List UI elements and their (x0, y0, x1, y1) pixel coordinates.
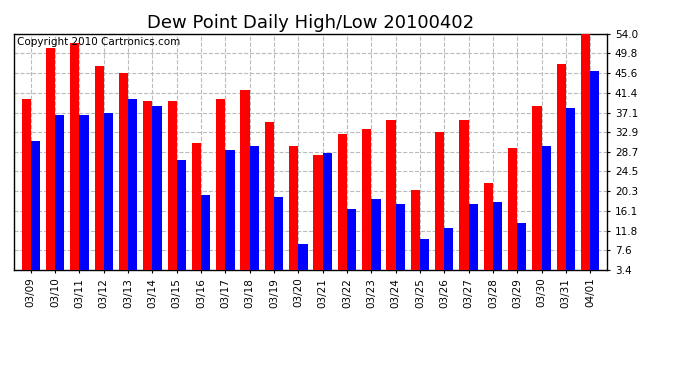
Bar (298, 244, 308, 286)
Bar (557, 64, 566, 286)
Bar (371, 200, 381, 286)
Bar (21, 99, 31, 286)
Bar (411, 190, 420, 286)
Text: Copyright 2010 Cartronics.com: Copyright 2010 Cartronics.com (17, 37, 180, 47)
Bar (240, 90, 250, 286)
Bar (395, 204, 405, 286)
Bar (469, 204, 477, 286)
Bar (192, 144, 201, 286)
Bar (493, 202, 502, 286)
Bar (484, 183, 493, 286)
Bar (119, 74, 128, 286)
Bar (152, 106, 161, 286)
Bar (201, 195, 210, 286)
Bar (566, 108, 575, 286)
Bar (216, 99, 226, 286)
Bar (518, 223, 526, 286)
Bar (386, 120, 395, 286)
Bar (581, 34, 590, 286)
Bar (177, 160, 186, 286)
Bar (532, 106, 542, 286)
Bar (323, 153, 332, 286)
Bar (168, 102, 177, 286)
Title: Dew Point Daily High/Low 20100402: Dew Point Daily High/Low 20100402 (147, 14, 474, 32)
Bar (542, 146, 551, 286)
Bar (362, 129, 371, 286)
Bar (265, 123, 274, 286)
Bar (79, 116, 89, 286)
Bar (590, 71, 600, 286)
Bar (104, 113, 113, 286)
Bar (46, 48, 55, 286)
Bar (435, 132, 444, 286)
Bar (226, 150, 235, 286)
Bar (70, 43, 79, 286)
Bar (444, 228, 453, 286)
Bar (337, 134, 347, 286)
Bar (250, 146, 259, 286)
Bar (347, 209, 356, 286)
Bar (313, 155, 323, 286)
Bar (31, 141, 40, 286)
Bar (55, 116, 64, 286)
Bar (128, 99, 137, 286)
Bar (144, 102, 152, 286)
Bar (460, 120, 469, 286)
Bar (508, 148, 518, 286)
Bar (95, 66, 103, 286)
Bar (274, 197, 284, 286)
Bar (420, 239, 429, 286)
Bar (289, 146, 298, 286)
